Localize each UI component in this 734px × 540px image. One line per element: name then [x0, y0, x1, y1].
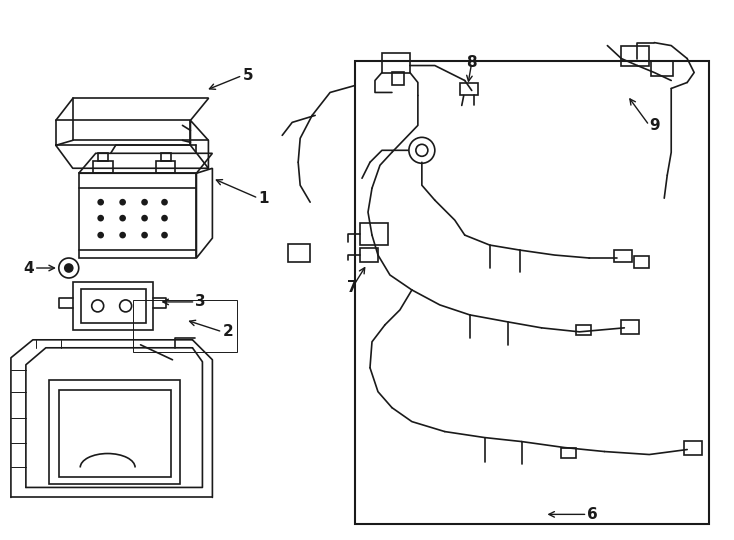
Bar [59, 390, 170, 477]
Circle shape [162, 215, 167, 221]
Bar [288, 244, 310, 262]
Bar [360, 223, 388, 245]
Circle shape [142, 200, 147, 205]
Text: 3: 3 [195, 294, 206, 309]
Text: 7: 7 [346, 280, 357, 295]
Circle shape [120, 215, 125, 221]
Text: 1: 1 [258, 191, 269, 206]
Circle shape [65, 264, 73, 272]
Bar [79, 173, 197, 258]
Bar [49, 380, 181, 484]
Text: 6: 6 [587, 507, 598, 522]
Text: 9: 9 [650, 118, 660, 133]
Text: 2: 2 [222, 325, 233, 339]
Bar [562, 448, 576, 457]
Bar [684, 441, 702, 455]
Circle shape [120, 233, 125, 238]
Circle shape [142, 233, 147, 238]
Bar [576, 325, 592, 335]
Bar [622, 320, 639, 334]
Text: 4: 4 [23, 260, 34, 275]
Bar [161, 153, 170, 161]
Circle shape [98, 215, 103, 221]
Circle shape [98, 200, 103, 205]
Bar [81, 289, 145, 323]
Bar [651, 60, 673, 76]
Circle shape [120, 200, 125, 205]
Bar [622, 45, 650, 65]
Bar [392, 71, 404, 85]
Bar [73, 282, 153, 330]
Text: 8: 8 [466, 55, 477, 70]
Bar [614, 250, 632, 262]
Circle shape [142, 215, 147, 221]
Bar [156, 161, 175, 173]
Circle shape [162, 233, 167, 238]
Bar [133, 300, 237, 352]
Bar [634, 256, 650, 268]
Text: 5: 5 [242, 68, 253, 83]
Bar [98, 153, 108, 161]
Bar [382, 52, 410, 72]
Circle shape [98, 233, 103, 238]
Bar [92, 161, 112, 173]
Circle shape [162, 200, 167, 205]
Bar [355, 60, 709, 524]
Bar [459, 84, 478, 96]
Bar [360, 248, 378, 262]
